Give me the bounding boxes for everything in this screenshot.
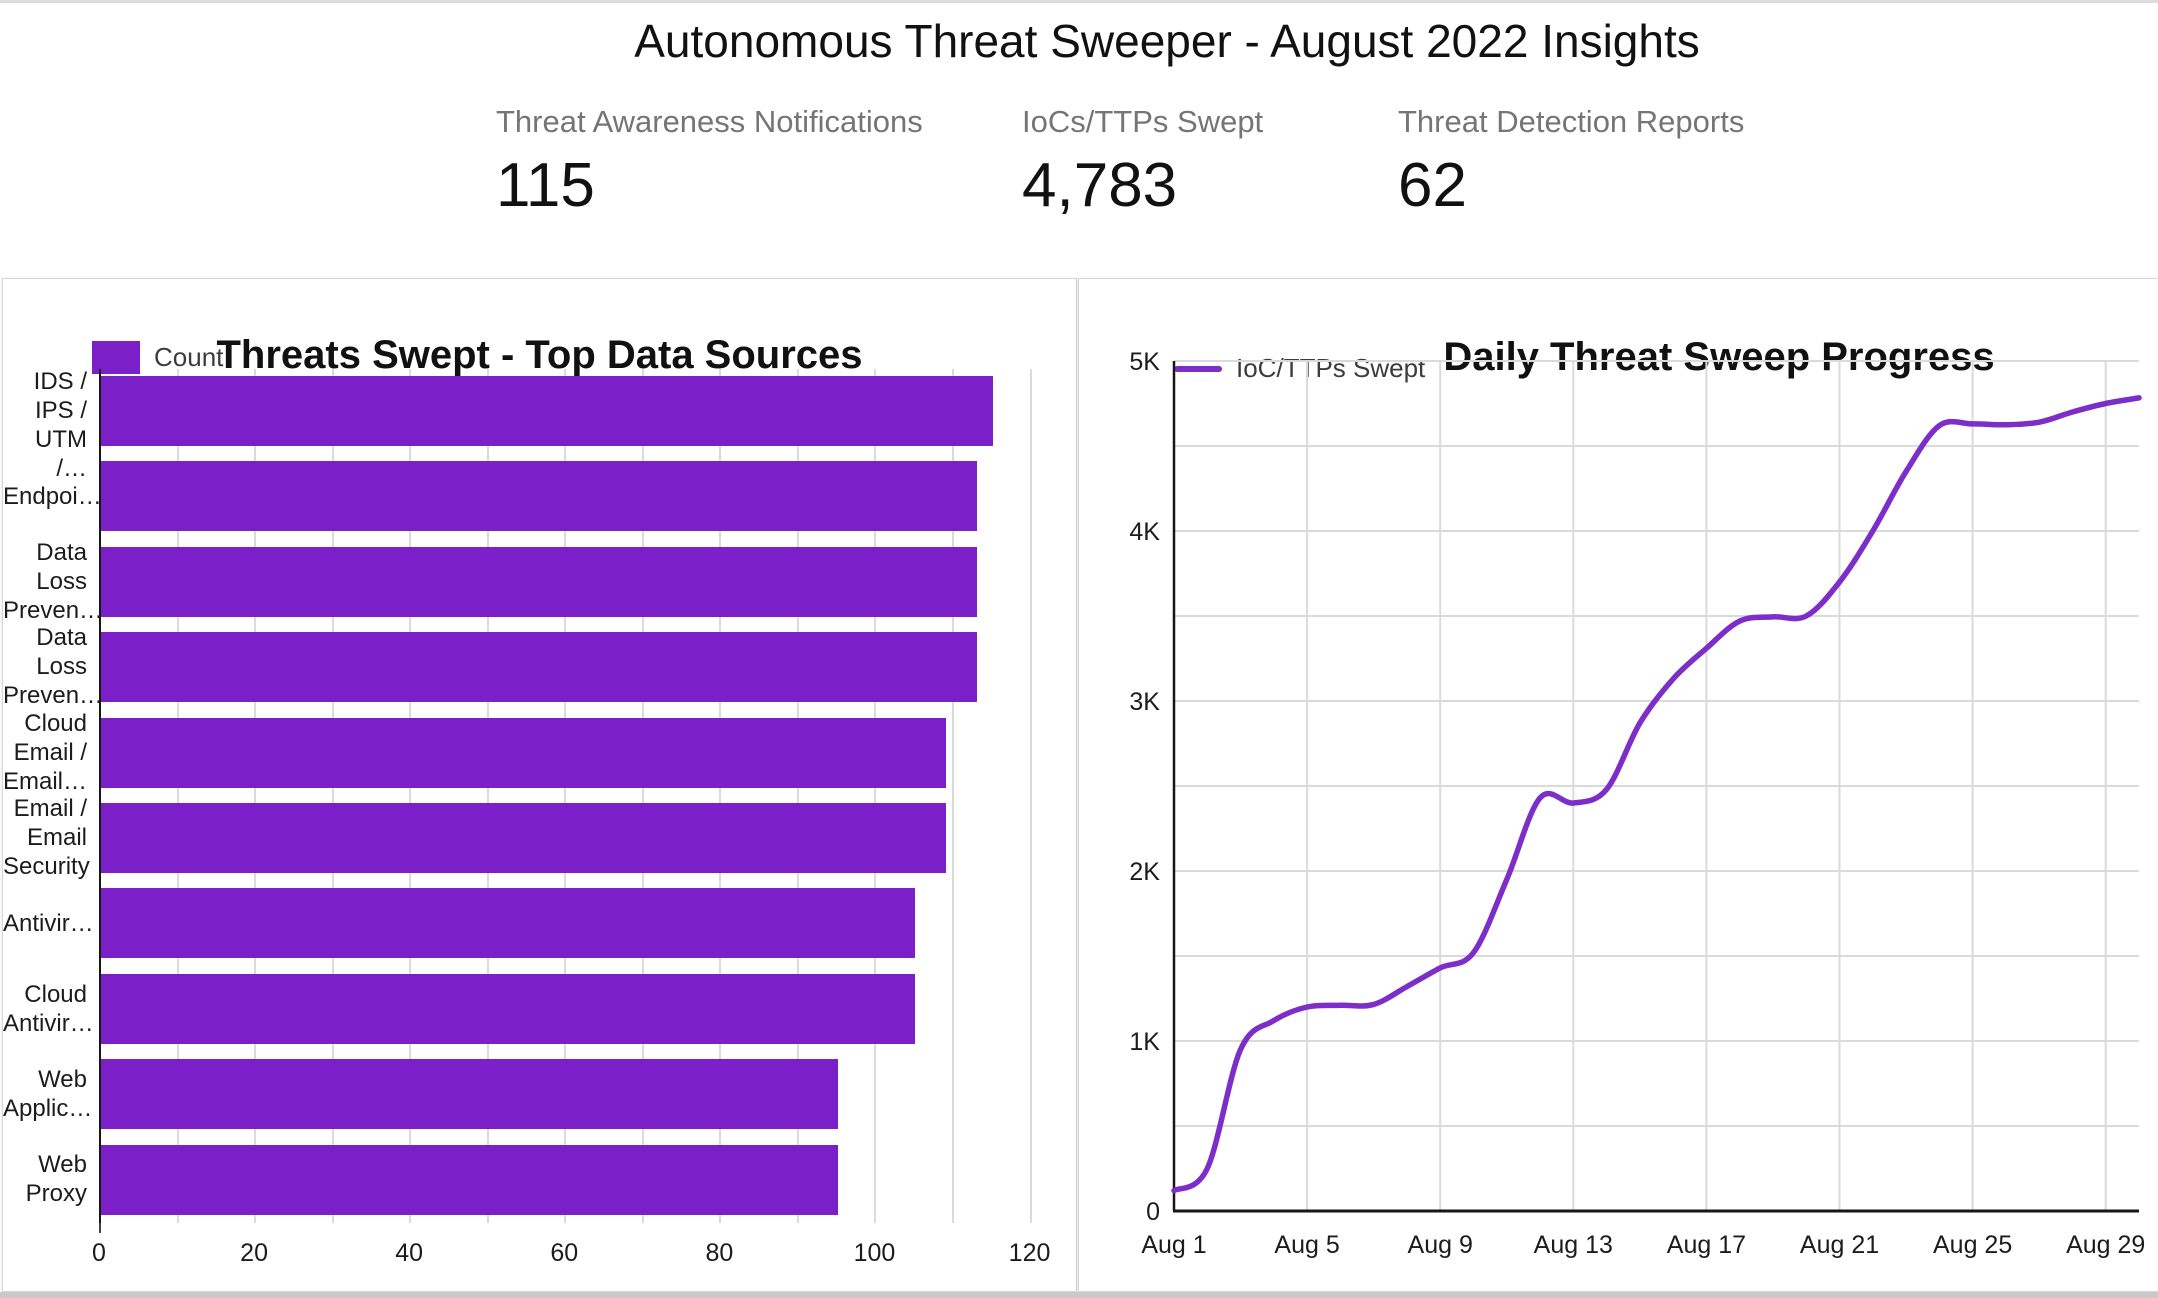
kpi-label: Threat Detection Reports: [1398, 104, 1745, 139]
bar[interactable]: [101, 1059, 838, 1130]
kpi-iocs-swept: IoCs/TTPs Swept 4,783: [1022, 104, 1263, 221]
y-tick-label: 5K: [1129, 348, 1160, 376]
bar[interactable]: [101, 973, 916, 1044]
x-tick-label: 0: [92, 1239, 106, 1267]
category-label: Data Loss Preven…: [3, 539, 104, 624]
x-tick-label: 20: [240, 1239, 268, 1267]
bar[interactable]: [101, 546, 978, 617]
x-tick-label: Aug 13: [1534, 1231, 1613, 1259]
category-label: Endpoi…: [3, 482, 102, 510]
x-tick-label: 100: [853, 1239, 896, 1267]
category-label: Cloud Email / Email…: [3, 709, 88, 795]
grid-line: [409, 369, 412, 1223]
x-tick-label: Aug 25: [1933, 1231, 2012, 1259]
bar-chart-plot: IDS / IPS / UTM /… Endpoi… Data Loss Preve…: [3, 279, 1076, 1291]
page-title: Autonomous Threat Sweeper - August 2022 …: [634, 15, 1700, 67]
x-tick-label: Aug 29: [2066, 1231, 2145, 1259]
kpi-value: 115: [496, 151, 595, 220]
bar-chart-title: Threats Swept - Top Data Sources: [216, 333, 863, 377]
legend-label: Count: [154, 342, 224, 372]
kpi-value: 62: [1398, 151, 1467, 220]
x-tick-label: 120: [1008, 1239, 1051, 1267]
bar-chart-card: Count Threats Swept - Top Data Sources I…: [2, 278, 1077, 1292]
y-tick-label: 0: [1146, 1198, 1160, 1226]
x-tick-label: 80: [705, 1239, 734, 1267]
x-tick-label: Aug 17: [1667, 1231, 1746, 1259]
y-tick-label: 4K: [1129, 518, 1160, 546]
kpi-label: Threat Awareness Notifications: [496, 104, 923, 139]
category-label: Cloud Antivir…: [3, 980, 94, 1037]
grid-line: [331, 369, 334, 1223]
bar[interactable]: [101, 1144, 838, 1215]
kpi-value: 4,783: [1022, 151, 1178, 220]
x-tick-label: Aug 21: [1800, 1231, 1879, 1259]
bar[interactable]: [101, 461, 978, 532]
grid-line: [486, 369, 489, 1223]
bar[interactable]: [101, 888, 916, 959]
x-tick-label: Aug 5: [1274, 1231, 1339, 1259]
bar-chart-legend[interactable]: Count: [92, 341, 223, 374]
category-label: Antivir…: [3, 909, 94, 937]
axis-tick: [99, 1223, 101, 1233]
category-label: Web Proxy: [25, 1151, 87, 1208]
line-chart-plot: 0 1K 2K 3K 4K 5K Aug 1 Aug 5 Aug 9 Aug 13 Aug 17 Au…: [1129, 348, 2145, 1259]
kpi-threat-awareness: Threat Awareness Notifications 115: [496, 104, 923, 221]
category-label: IDS / IPS / UTM /…: [33, 368, 87, 483]
bar[interactable]: [101, 376, 993, 446]
bar[interactable]: [101, 632, 978, 703]
series-line[interactable]: [1171, 395, 2142, 1194]
y-tick-label: 1K: [1129, 1028, 1160, 1056]
grid-line: [254, 369, 257, 1223]
grid-line: [796, 369, 799, 1223]
category-label: Web Applic…: [3, 1065, 93, 1122]
x-tick-label: 60: [550, 1239, 579, 1267]
kpi-detection-reports: Threat Detection Reports 62: [1398, 104, 1744, 221]
y-tick-label: 2K: [1129, 858, 1160, 886]
y-tick-label: 3K: [1129, 688, 1160, 716]
x-tick-label: Aug 9: [1408, 1231, 1473, 1259]
x-tick-label: Aug 1: [1141, 1231, 1206, 1259]
line-chart-title: Daily Threat Sweep Progress: [1443, 335, 1995, 379]
category-label: Data Loss Preven…: [3, 624, 104, 710]
kpi-label: IoCs/TTPs Swept: [1022, 104, 1264, 139]
grid-line: [951, 369, 954, 1223]
line-chart-card: IoC/TTPs Swept Daily Threat Sweep Progre…: [1078, 278, 2158, 1292]
top-divider: [0, 0, 2158, 3]
y-axis-line: [99, 369, 101, 1223]
grid-line: [1029, 369, 1032, 1223]
grid-line: [641, 369, 644, 1223]
legend-swatch-icon: [92, 341, 140, 374]
grid-line: [719, 369, 722, 1223]
legend-label: IoC/TTPs Swept: [1236, 353, 1426, 383]
legend-line-icon: [1174, 365, 1222, 372]
bar[interactable]: [101, 803, 947, 873]
bottom-divider: [0, 1292, 2158, 1298]
x-tick-label: 40: [395, 1239, 424, 1267]
grid-line: [564, 369, 567, 1223]
grid-line: [874, 369, 877, 1223]
category-label: Email / Email Security: [3, 795, 90, 881]
bar[interactable]: [101, 717, 947, 788]
line-chart-legend[interactable]: IoC/TTPs Swept: [1174, 353, 1425, 384]
grid-line: [176, 369, 179, 1223]
